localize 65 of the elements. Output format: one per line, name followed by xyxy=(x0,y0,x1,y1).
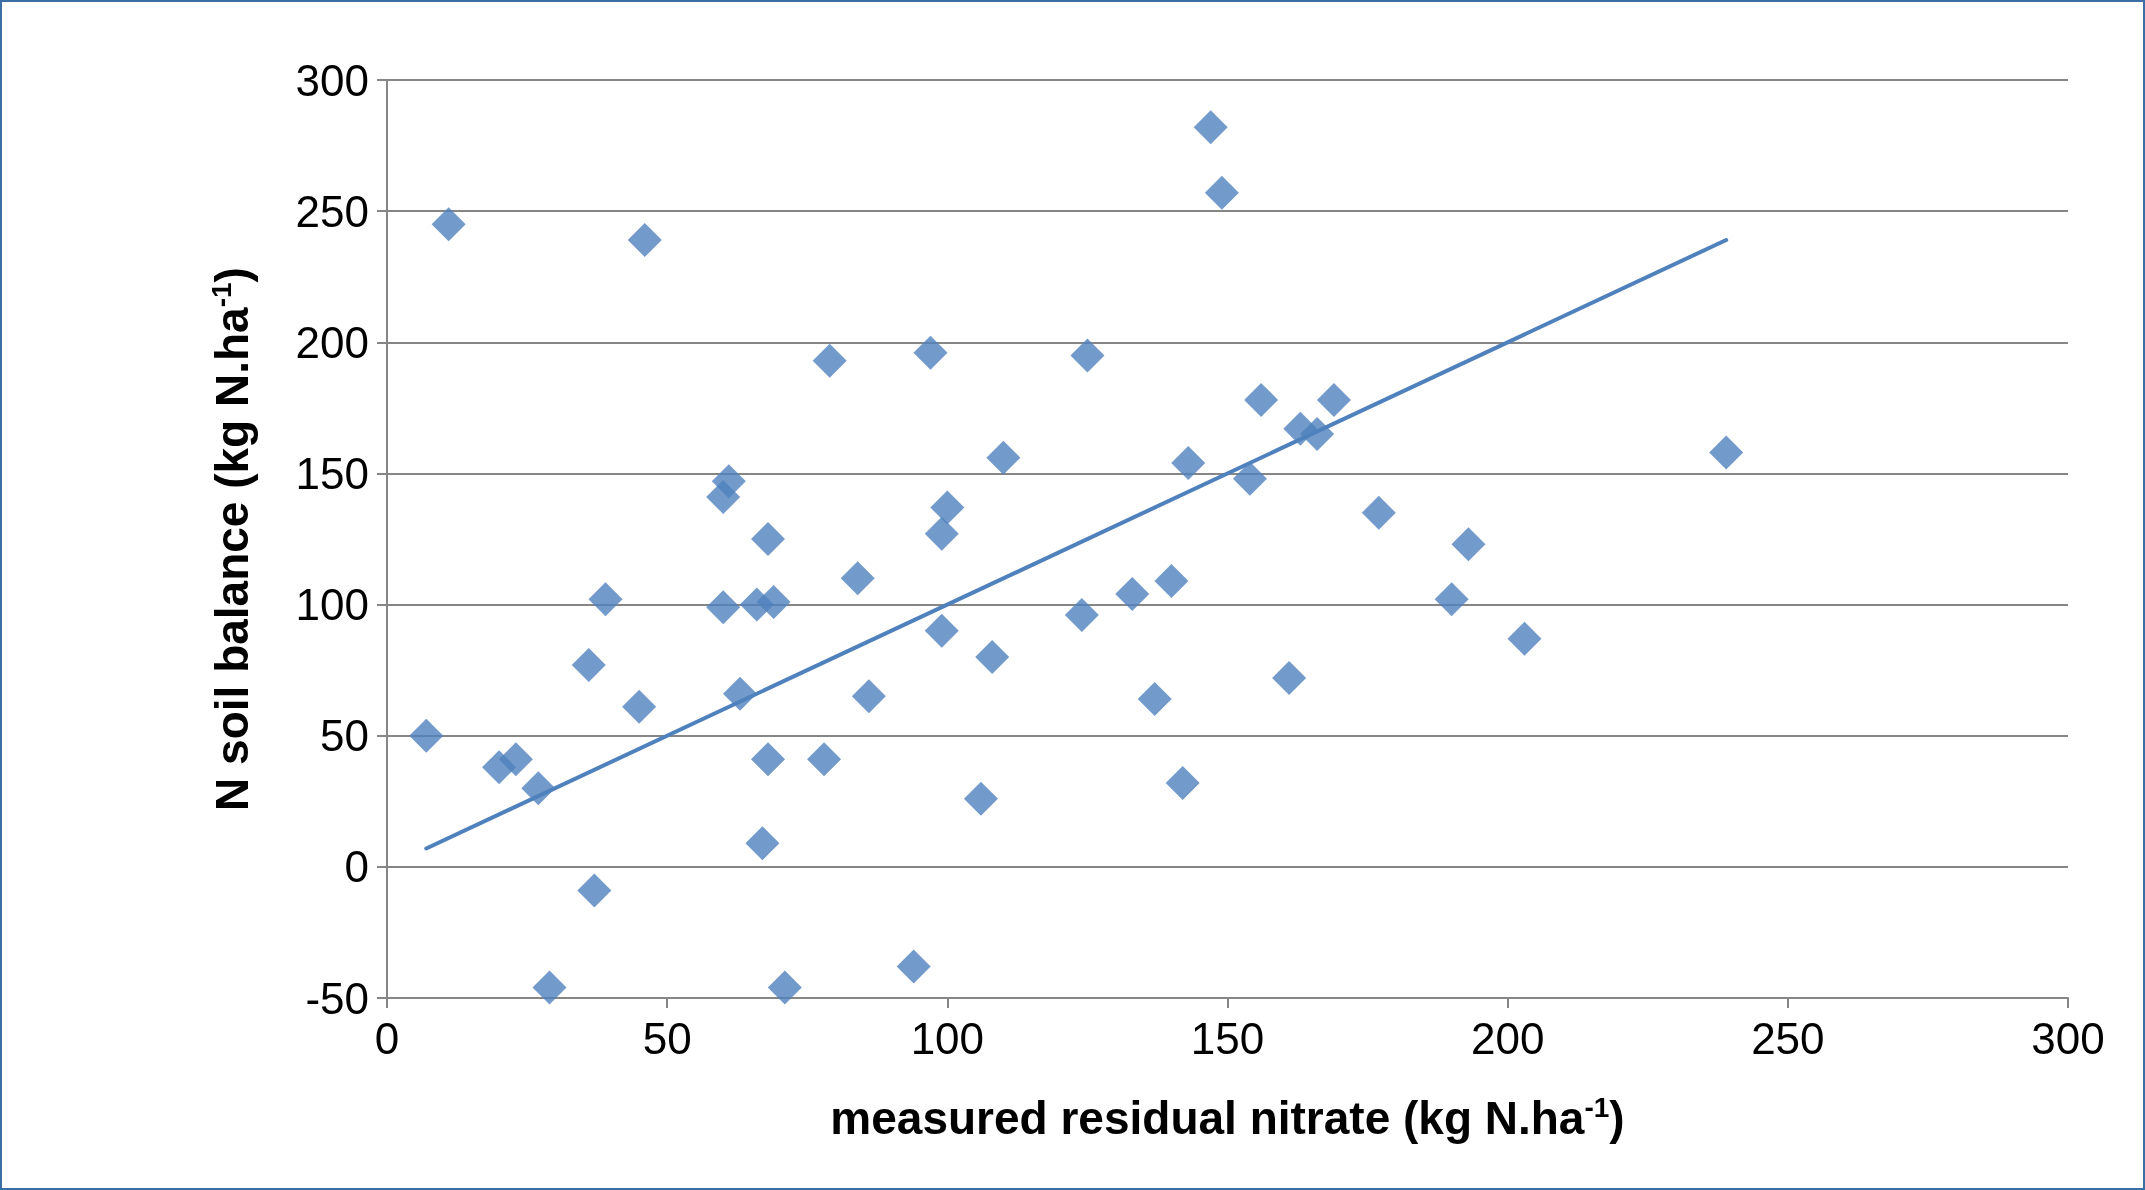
y-tick-label: 200 xyxy=(295,317,369,367)
point xyxy=(588,582,623,617)
point xyxy=(532,970,567,1005)
point xyxy=(1507,621,1542,656)
point xyxy=(986,440,1021,475)
point xyxy=(1070,338,1105,373)
x-tick-label: 150 xyxy=(1190,1013,1265,1063)
y-tick-label: 100 xyxy=(295,580,369,630)
point xyxy=(1115,577,1150,612)
point xyxy=(521,771,556,806)
point xyxy=(1244,382,1279,417)
point xyxy=(409,718,444,753)
point xyxy=(1171,445,1206,480)
point xyxy=(1316,382,1351,417)
x-tick-label: 50 xyxy=(642,1013,692,1063)
y-tick-label: 50 xyxy=(320,711,369,761)
point xyxy=(723,676,758,711)
y-tick-label: 150 xyxy=(295,448,369,498)
point xyxy=(706,590,741,625)
point xyxy=(1709,435,1744,470)
point xyxy=(924,516,959,551)
point xyxy=(963,781,998,816)
point xyxy=(851,679,886,714)
point xyxy=(1165,765,1200,800)
y-tick-label: 250 xyxy=(295,186,369,236)
point xyxy=(1064,598,1099,633)
point xyxy=(498,742,533,777)
point xyxy=(767,970,802,1005)
point xyxy=(924,613,959,648)
point xyxy=(1434,582,1469,617)
point xyxy=(1204,175,1239,210)
point xyxy=(756,584,791,619)
point xyxy=(751,522,786,556)
x-tick-label: 0 xyxy=(374,1013,400,1063)
y-tick-label: -50 xyxy=(305,973,369,1023)
point xyxy=(975,640,1010,675)
point xyxy=(1272,661,1307,696)
point xyxy=(711,464,746,499)
point xyxy=(571,647,606,682)
point xyxy=(751,742,786,777)
y-axis-title: N soil balance (kg N.ha-1) xyxy=(205,267,258,811)
point xyxy=(812,343,847,378)
x-tick-label: 250 xyxy=(1751,1013,1825,1063)
x-tick-label: 200 xyxy=(1470,1013,1545,1063)
point xyxy=(745,826,780,861)
point xyxy=(1361,495,1396,530)
point xyxy=(622,689,657,724)
point xyxy=(930,490,965,525)
y-tick-label: 300 xyxy=(295,55,369,105)
point xyxy=(807,742,842,777)
point xyxy=(1300,417,1335,452)
point xyxy=(913,335,948,370)
point xyxy=(1137,681,1172,716)
point xyxy=(1154,563,1189,598)
point xyxy=(577,873,612,908)
point xyxy=(1232,461,1267,496)
y-tick-label: 0 xyxy=(344,842,369,892)
x-tick-label: 300 xyxy=(2031,1013,2105,1063)
point xyxy=(840,561,875,596)
point xyxy=(1451,527,1486,562)
point xyxy=(627,222,662,257)
x-tick-label: 100 xyxy=(910,1013,985,1063)
point xyxy=(896,949,931,984)
point xyxy=(1193,110,1228,145)
point xyxy=(431,207,466,242)
